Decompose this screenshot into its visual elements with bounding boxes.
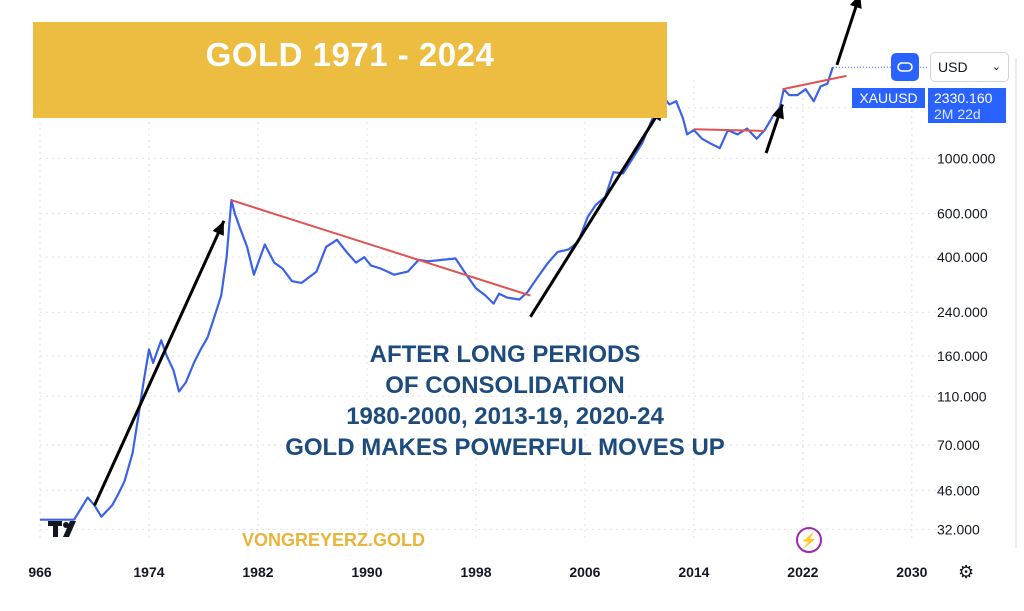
y-tick-label: 160.000 xyxy=(937,348,988,364)
consolidation-trendline xyxy=(782,74,847,91)
annotation-line: AFTER LONG PERIODS xyxy=(369,341,641,368)
y-tick-label: 1000.000 xyxy=(937,150,996,166)
y-tick-label: 600.000 xyxy=(937,205,988,221)
x-tick-label: 1990 xyxy=(351,564,382,580)
y-tick-label: 400.000 xyxy=(937,249,988,265)
y-tick-label: 46.000 xyxy=(937,482,980,498)
x-tick-label: 2014 xyxy=(678,564,709,580)
chart-title: GOLD 1971 - 2024 xyxy=(205,36,495,73)
x-tick-label: 2022 xyxy=(787,564,818,580)
y-tick-label: 70.000 xyxy=(937,437,980,453)
x-tick-label: 2030 xyxy=(896,564,927,580)
currency-value: USD xyxy=(938,59,968,75)
trend-arrow xyxy=(529,105,664,318)
consolidation-trendline xyxy=(693,128,765,132)
trend-arrow-head xyxy=(772,104,784,120)
y-tick-label: 32.000 xyxy=(937,521,980,537)
trend-arrow-head xyxy=(850,0,862,9)
scale-toggle-icon xyxy=(897,62,913,72)
x-tick-label: 2006 xyxy=(569,564,600,580)
scale-toggle-button[interactable] xyxy=(891,53,919,81)
annotation-line: 1980-2000, 2013-19, 2020-24 xyxy=(346,403,664,430)
grid xyxy=(39,80,950,540)
x-tick-label: 1982 xyxy=(242,564,273,580)
annotation-line: OF CONSOLIDATION xyxy=(385,372,625,399)
gear-icon[interactable]: ⚙ xyxy=(958,562,975,582)
bar-countdown: 2M 22d xyxy=(934,106,981,122)
brand-watermark: VONGREYERZ.GOLD xyxy=(242,530,426,550)
trend-arrow-head xyxy=(212,220,224,236)
last-price-label: 2330.160 2M 22d xyxy=(928,88,1006,123)
y-tick-label: 110.000 xyxy=(937,388,987,404)
last-price: 2330.160 xyxy=(934,90,993,106)
y-tick-label: 240.000 xyxy=(937,304,988,320)
x-tick-labels: 966 1974 1982 1990 1998 2006 2014 2022 2030 xyxy=(28,564,927,580)
trend-arrow xyxy=(835,0,860,66)
chart-marks xyxy=(40,0,928,521)
x-tick-label: 966 xyxy=(28,564,52,580)
x-tick-label: 1998 xyxy=(460,564,491,580)
annotation-text: AFTER LONG PERIODS OF CONSOLIDATION 1980… xyxy=(200,339,810,463)
tradingview-logo-icon[interactable] xyxy=(48,519,84,539)
currency-select[interactable]: USD ⌄ xyxy=(930,52,1009,82)
trend-arrow xyxy=(93,220,226,506)
lightning-icon[interactable]: ⚡ xyxy=(796,527,822,553)
symbol-label: XAUUSD xyxy=(852,88,925,108)
title-banner: GOLD 1971 - 2024 xyxy=(33,22,667,118)
annotation-line: GOLD MAKES POWERFUL MOVES UP xyxy=(285,434,725,461)
x-tick-label: 1974 xyxy=(133,564,164,580)
consolidation-trendline xyxy=(230,199,531,297)
chevron-down-icon: ⌄ xyxy=(991,61,1001,73)
y-tick-labels: 1600.0001000.000600.000400.000240.000160… xyxy=(937,100,996,538)
price-series-line xyxy=(40,66,834,521)
